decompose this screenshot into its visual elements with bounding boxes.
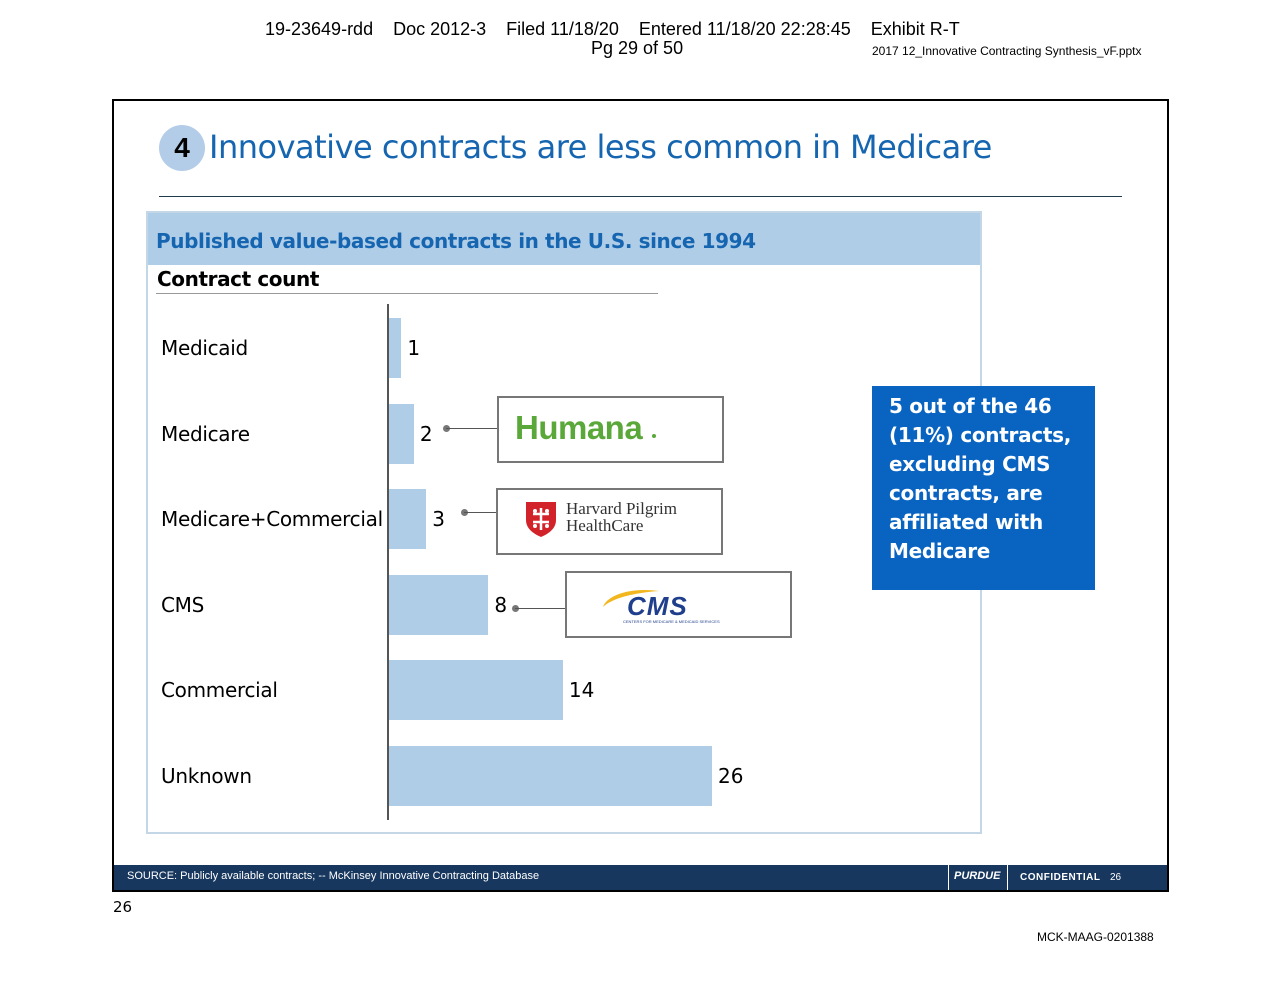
chart-title: Published value-based contracts in the U… (156, 229, 756, 253)
category-label: Medicare+Commercial (161, 507, 383, 532)
value-label: 8 (494, 592, 508, 617)
callout-text: 5 out of the 46 (11%) contracts, excludi… (889, 394, 1071, 563)
bar-commercial (389, 660, 563, 721)
cms-swoosh-icon (603, 589, 659, 607)
source-note: SOURCE: Publicly available contracts; --… (127, 870, 540, 882)
bar-medicare (389, 403, 414, 464)
callout-box: 5 out of the 46 (11%) contracts, excludi… (872, 386, 1095, 590)
bar-unknown (389, 746, 712, 806)
category-axis (387, 304, 389, 820)
category-label: Medicaid (161, 336, 248, 360)
humana-logo: Humana (497, 396, 724, 463)
slide-title: Innovative contracts are less common in … (209, 128, 992, 166)
cms-logo: CMS CENTERS FOR MEDICARE & MEDICAID SERV… (565, 571, 792, 638)
bates-number: MCK-MAAG-0201388 (1037, 930, 1154, 944)
slide-footer: SOURCE: Publicly available contracts; --… (114, 865, 1167, 890)
connector-line (515, 608, 566, 609)
page-count: Pg 29 of 50 (591, 38, 684, 58)
category-label: Commercial (161, 678, 278, 703)
bar-medicare-commercial (389, 489, 427, 550)
filing-header: 19-23649-rdd Doc 2012-3 Filed 11/18/20 E… (265, 19, 960, 39)
category-label: Unknown (161, 764, 252, 788)
section-number-badge: 4 (159, 125, 205, 171)
title-divider (159, 196, 1122, 197)
harvard-pilgrim-logo: Harvard Pilgrim HealthCare (496, 488, 723, 555)
connector-line (464, 512, 497, 513)
value-label: 1 (407, 336, 421, 360)
value-label: 3 (432, 507, 445, 532)
axis-label-divider (156, 293, 658, 294)
bar-chart: Published value-based contracts in the U… (146, 211, 982, 834)
connector-line (446, 428, 498, 429)
purdue-logo: PURDUE (948, 865, 1008, 890)
file-name: 2017 12_Innovative Contracting Synthesis… (872, 44, 1142, 58)
confidential-label: CONFIDENTIAL (1020, 872, 1101, 883)
chart-header: Published value-based contracts in the U… (148, 213, 980, 265)
category-label: Medicare (161, 421, 250, 446)
page-number: 26 (113, 898, 133, 916)
value-label: 2 (419, 421, 433, 446)
harvard-shield-icon (526, 502, 556, 537)
axis-label: Contract count (157, 267, 319, 291)
value-label: 14 (568, 678, 595, 703)
bar-medicaid (389, 318, 402, 378)
slide: 4 Innovative contracts are less common i… (112, 99, 1169, 892)
slide-page-number: 26 (1110, 872, 1122, 883)
bar-cms (389, 574, 489, 635)
value-label: 26 (718, 764, 744, 788)
category-label: CMS (161, 592, 205, 617)
